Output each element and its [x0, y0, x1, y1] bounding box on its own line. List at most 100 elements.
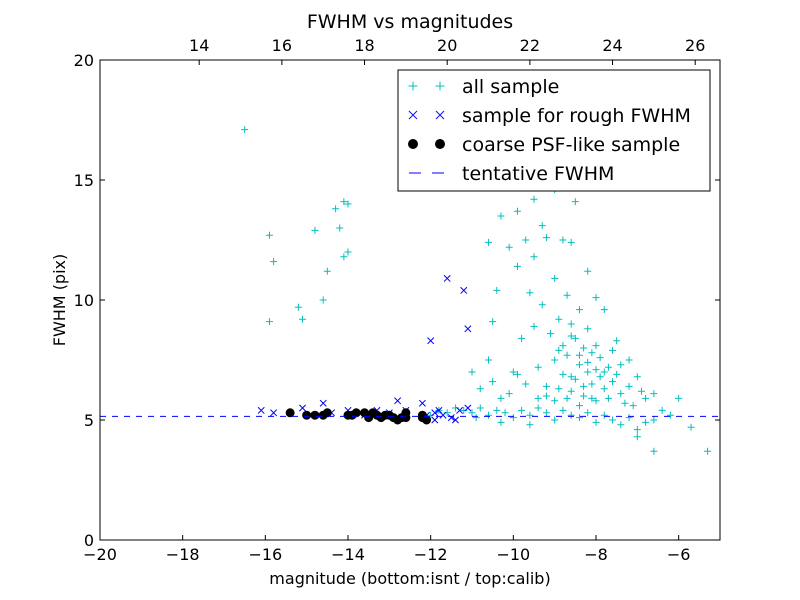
- data-point-plus: [497, 418, 505, 426]
- data-point-plus: [584, 358, 592, 366]
- legend-label: tentative FWHM: [462, 163, 614, 185]
- data-point-plus: [299, 315, 307, 323]
- legend-swatch-circle: [435, 139, 445, 149]
- data-point-plus: [575, 306, 583, 314]
- data-point-plus: [555, 385, 563, 393]
- data-point-plus: [600, 368, 608, 376]
- data-point-plus: [489, 318, 497, 326]
- top-tick-label: 24: [602, 36, 622, 55]
- data-point-plus: [604, 363, 612, 371]
- data-point-circle: [302, 410, 312, 420]
- data-point-plus: [559, 236, 567, 244]
- data-point-plus: [542, 382, 550, 390]
- data-point-plus: [617, 361, 625, 369]
- data-point-plus: [613, 337, 621, 345]
- data-point-plus: [538, 222, 546, 230]
- data-point-plus: [621, 399, 629, 407]
- data-point-plus: [241, 126, 249, 134]
- data-point-plus: [265, 318, 273, 326]
- data-point-plus: [600, 306, 608, 314]
- data-point-plus: [319, 296, 327, 304]
- data-point-plus: [571, 198, 579, 206]
- data-point-plus: [592, 418, 600, 426]
- data-point-cross: [435, 406, 443, 414]
- data-point-cross: [464, 325, 472, 333]
- data-point-plus: [592, 342, 600, 350]
- data-point-plus: [687, 423, 695, 431]
- data-point-plus: [650, 447, 658, 455]
- data-point-plus: [584, 409, 592, 417]
- legend-entry: all sample: [408, 76, 559, 98]
- data-point-plus: [600, 411, 608, 419]
- data-point-plus: [625, 382, 633, 390]
- data-point-plus: [530, 253, 538, 261]
- data-point-plus: [270, 258, 278, 266]
- data-point-cross: [451, 416, 459, 424]
- data-point-plus: [629, 402, 637, 410]
- data-point-plus: [596, 354, 604, 362]
- data-point-plus: [563, 291, 571, 299]
- data-point-plus: [559, 406, 567, 414]
- data-point-plus: [332, 205, 340, 213]
- data-point-cross: [447, 414, 455, 422]
- data-point-plus: [567, 332, 575, 340]
- data-point-plus: [633, 373, 641, 381]
- data-point-plus: [555, 315, 563, 323]
- data-point-plus: [588, 380, 596, 388]
- data-point-plus: [567, 411, 575, 419]
- data-point-plus: [592, 294, 600, 302]
- data-point-plus: [613, 370, 621, 378]
- data-point-cross: [257, 406, 265, 414]
- data-point-plus: [493, 406, 501, 414]
- data-point-plus: [555, 346, 563, 354]
- legend-swatch-circle: [408, 139, 418, 149]
- data-point-plus: [563, 351, 571, 359]
- data-point-plus: [522, 236, 530, 244]
- data-point-plus: [633, 433, 641, 441]
- data-point-plus: [580, 392, 588, 400]
- y-axis-title: FWHM (pix): [50, 254, 69, 347]
- data-point-plus: [497, 212, 505, 220]
- data-point-plus: [538, 301, 546, 309]
- data-point-plus: [344, 248, 352, 256]
- data-point-plus: [551, 274, 559, 282]
- data-point-plus: [658, 406, 666, 414]
- data-point-plus: [513, 370, 521, 378]
- data-point-plus: [551, 356, 559, 364]
- top-tick-label: 22: [520, 36, 540, 55]
- legend-swatch-plus: [435, 81, 445, 91]
- data-point-circle: [401, 413, 411, 423]
- data-point-plus: [265, 231, 273, 239]
- data-point-plus: [534, 363, 542, 371]
- data-point-plus: [542, 234, 550, 242]
- data-point-plus: [534, 404, 542, 412]
- x-tick-label: −14: [331, 545, 365, 564]
- y-tick-label: 0: [84, 531, 94, 550]
- data-point-plus: [501, 409, 509, 417]
- data-point-plus: [575, 361, 583, 369]
- data-point-cross: [299, 404, 307, 412]
- data-point-plus: [518, 334, 526, 342]
- data-point-plus: [584, 368, 592, 376]
- data-point-plus: [323, 267, 331, 275]
- y-tick-label: 5: [84, 411, 94, 430]
- data-point-plus: [505, 390, 513, 398]
- data-point-plus: [485, 356, 493, 364]
- data-point-plus: [588, 394, 596, 402]
- data-point-plus: [530, 322, 538, 330]
- series-circle: [285, 408, 432, 425]
- legend-swatch-plus: [408, 81, 418, 91]
- data-point-plus: [542, 392, 550, 400]
- data-point-cross: [394, 397, 402, 405]
- data-point-cross: [418, 399, 426, 407]
- data-point-plus: [526, 411, 534, 419]
- data-point-plus: [567, 387, 575, 395]
- data-point-plus: [604, 394, 612, 402]
- data-point-plus: [588, 349, 596, 357]
- legend-entry: tentative FWHM: [409, 163, 614, 185]
- data-point-plus: [575, 351, 583, 359]
- data-point-cross: [456, 406, 464, 414]
- legend-label: all sample: [462, 76, 559, 98]
- legend: all sample sample for rough FWHM coarse PS…: [397, 69, 711, 192]
- data-point-cross: [464, 404, 472, 412]
